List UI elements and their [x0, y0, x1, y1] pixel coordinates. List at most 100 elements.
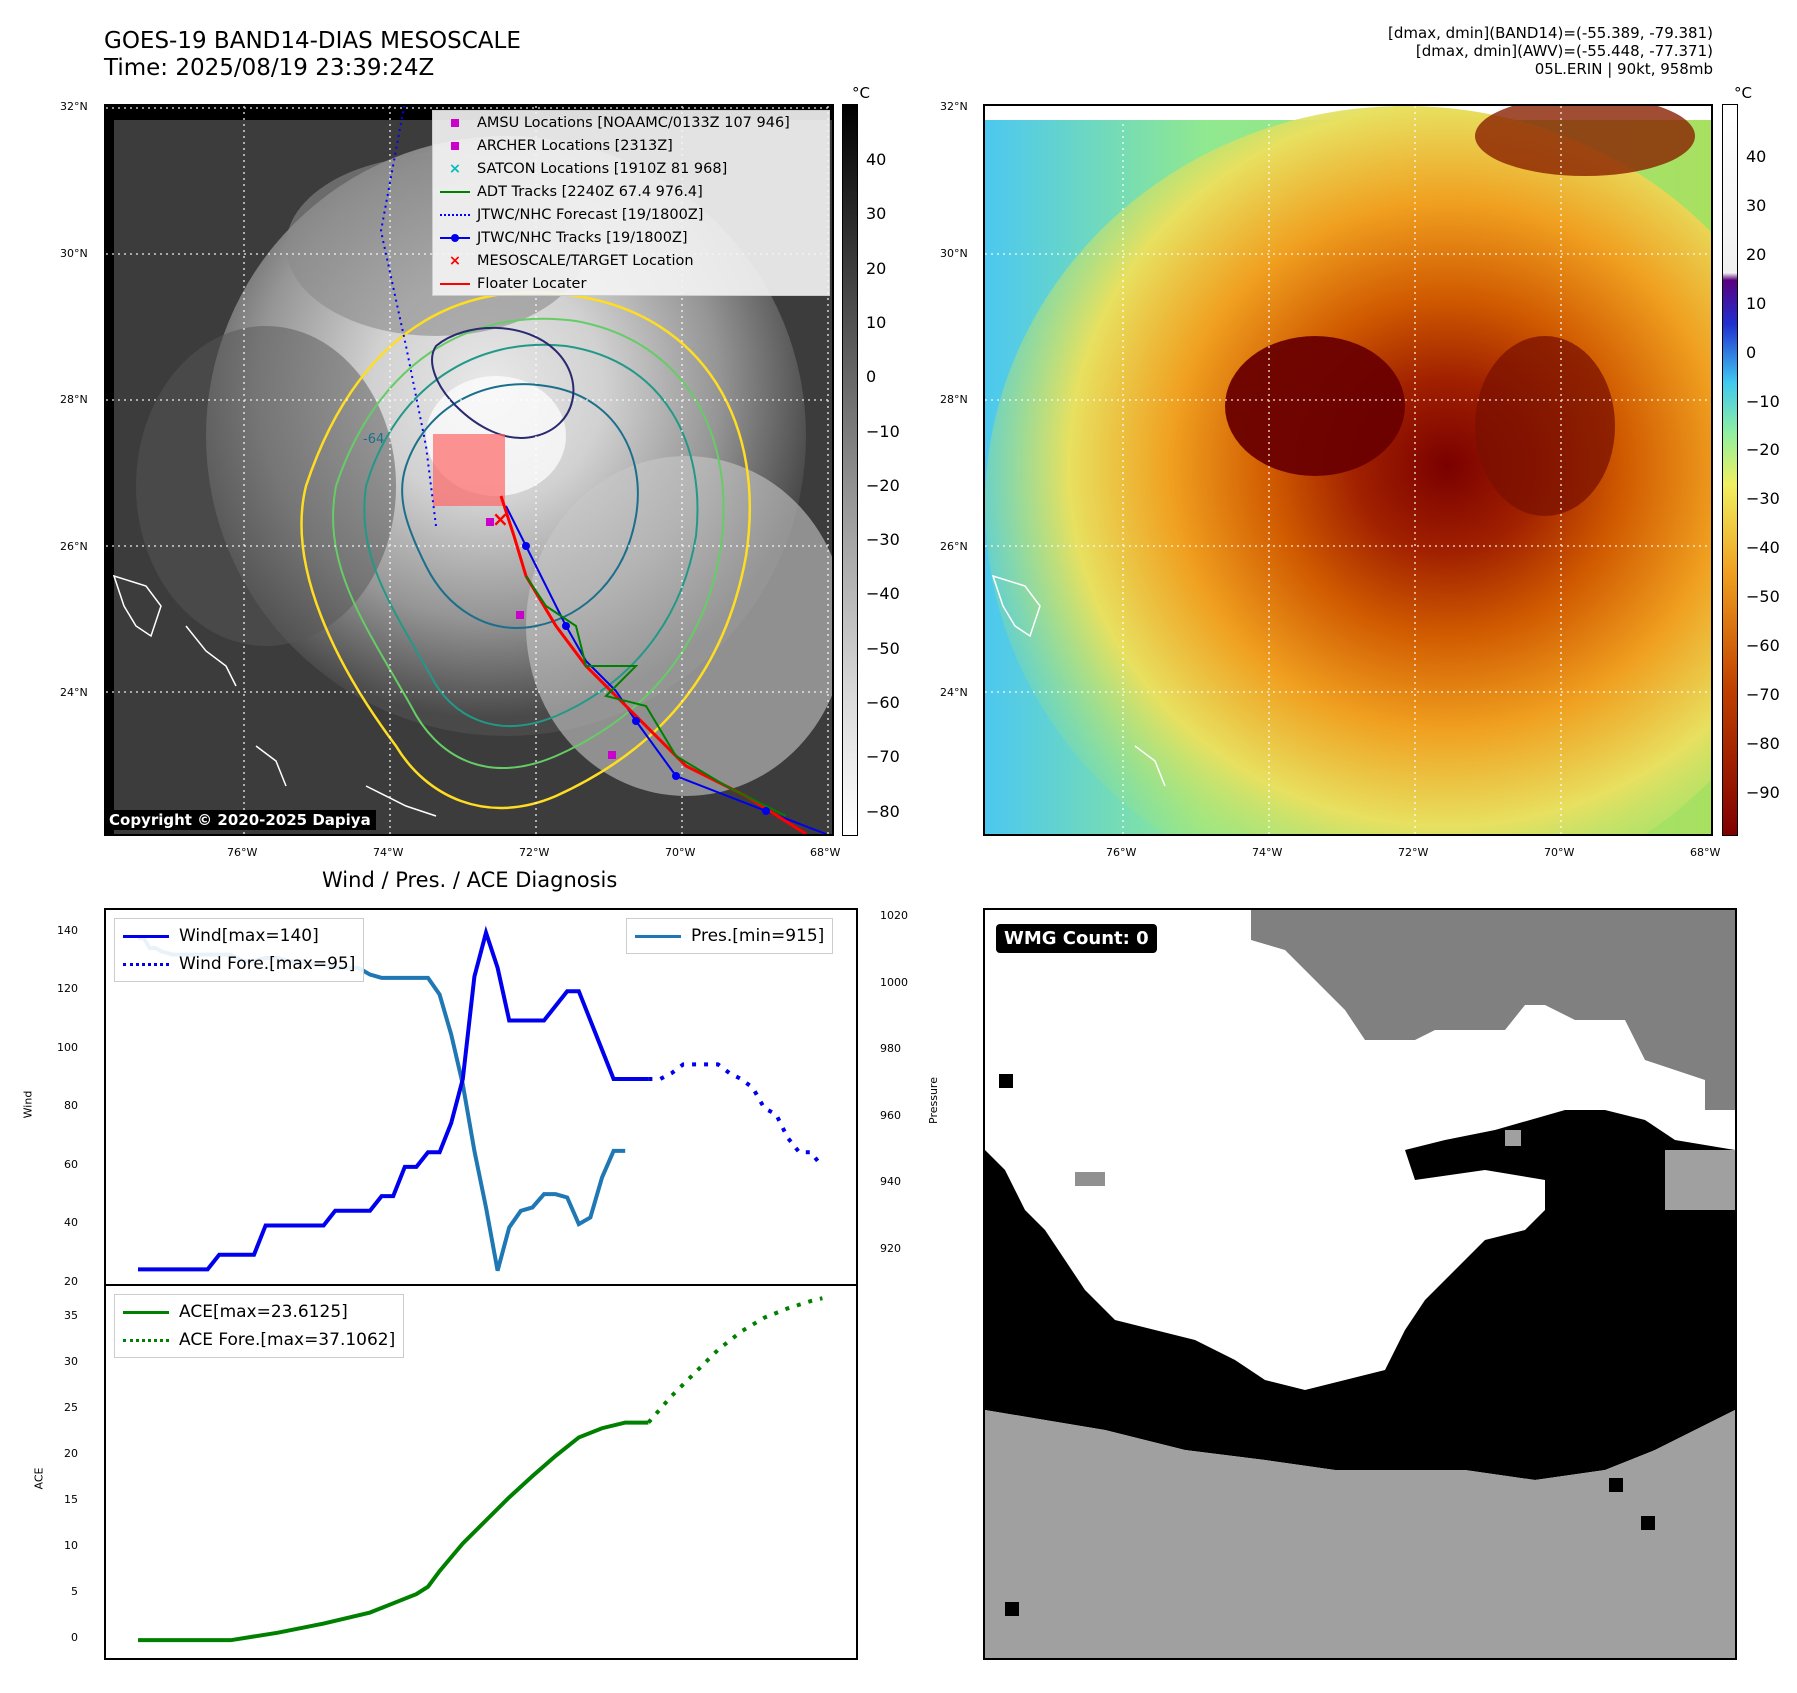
legend-wind: Wind[max=140] [179, 926, 319, 946]
tick-label: 1020 [880, 909, 908, 922]
lon-label: 70°W [1544, 846, 1575, 859]
colorbar-tick-label: 40 [866, 150, 887, 169]
tick-label: 30 [64, 1354, 78, 1368]
tick-label: 920 [880, 1241, 901, 1255]
enhanced-ir-map-panel [983, 104, 1713, 836]
colorbar-tick-label: −90 [1746, 782, 1780, 802]
colorbar-tick-label: 40 [1746, 147, 1767, 166]
tick-label: 140 [57, 923, 78, 937]
lat-label: 28°N [940, 393, 968, 406]
lat-label: 24°N [940, 686, 968, 699]
colorbar-tick-label: −80 [866, 801, 900, 821]
tick-label: 40 [64, 1216, 78, 1230]
ace-plot [138, 1296, 823, 1643]
colorbar-tick-label: 30 [1746, 195, 1767, 215]
colorbar-tick-label: 20 [1746, 244, 1767, 264]
storm-info-line2: [dmax, dmin](AWV)=(-55.448, -77.371) [1415, 42, 1713, 60]
contour-label: -64 [363, 432, 384, 447]
lon-label: 72°W [519, 846, 550, 859]
lat-label: 32°N [940, 100, 968, 113]
copyright-label: Copyright © 2020-2025 Dapiya [104, 810, 376, 830]
ace-chart [104, 1284, 858, 1660]
ir-map-panel: × -64 [104, 104, 834, 836]
colorbar-tick-label: −60 [866, 693, 900, 712]
colorbar-tick-label: −30 [866, 530, 900, 550]
colorbar-tick-label: 0 [1746, 342, 1757, 362]
pressure-legend: Pres.[min=915] [626, 918, 834, 954]
legend-target: MESOSCALE/TARGET Location [477, 252, 694, 269]
ace-forecast-series-line [646, 1296, 823, 1424]
wind-series-line [138, 925, 649, 1272]
tick-label: 940 [880, 1175, 901, 1189]
tick-label: 10 [64, 1539, 78, 1553]
colorbar-tick-label: −40 [1746, 538, 1780, 558]
colorbar-unit: °C [1734, 84, 1752, 102]
ace-series-line [138, 1420, 649, 1643]
lon-label: 72°W [1398, 846, 1429, 859]
lat-label: 28°N [60, 393, 88, 406]
storm-info: [dmax, dmin](BAND14)=(-55.389, -79.381) … [1388, 24, 1713, 78]
colorbar-tick-label: −80 [1746, 733, 1780, 753]
tick-label: 5 [71, 1585, 78, 1599]
legend-tracks: JTWC/NHC Tracks [19/1800Z] [477, 229, 688, 246]
legend-wind-forecast: Wind Fore.[max=95] [179, 954, 356, 974]
tick-label: 1000 [880, 975, 908, 989]
wmg-mask-image [985, 910, 1735, 1658]
lon-label: 74°W [373, 846, 404, 859]
lat-label: 30°N [60, 247, 88, 260]
colorbar-tick-label: 0 [866, 367, 877, 387]
legend-satcon: SATCON Locations [1910Z 81 968] [477, 160, 728, 177]
enhanced-ir-image [985, 106, 1711, 834]
storm-info-line3: 05L.ERIN | 90kt, 958mb [1534, 60, 1713, 78]
ace-legend: ACE[max=23.6125] ACE Fore.[max=37.1062] [114, 1294, 405, 1358]
storm-info-line1: [dmax, dmin](BAND14)=(-55.389, -79.381) [1388, 24, 1713, 42]
legend-forecast: JTWC/NHC Forecast [19/1800Z] [477, 206, 704, 223]
wmg-panel [983, 908, 1737, 1660]
lon-label: 76°W [227, 846, 258, 859]
ace-axis-label: ACE [32, 1467, 46, 1490]
colorbar-tick-label: −50 [866, 638, 900, 658]
cross-marker-icon: × [448, 160, 462, 177]
tick-label: 0 [71, 1631, 78, 1645]
grayscale-colorbar [842, 104, 858, 836]
lon-label: 68°W [810, 846, 841, 859]
lat-label: 32°N [60, 100, 88, 113]
figure-title: GOES-19 BAND14-DIAS MESOSCALE Time: 2025… [104, 28, 521, 82]
colorbar-tick-label: 10 [1746, 293, 1767, 313]
colorbar-tick-label: −10 [866, 421, 900, 441]
colorbar-tick-label: 10 [866, 312, 887, 332]
lon-label: 74°W [1252, 846, 1283, 859]
tick-label: 960 [880, 1108, 901, 1122]
colorbar-tick-label: −20 [866, 475, 900, 495]
legend-ace-forecast: ACE Fore.[max=37.1062] [179, 1330, 396, 1350]
colorbar-tick-label: −10 [1746, 391, 1780, 411]
lon-label: 76°W [1106, 846, 1137, 859]
diagnosis-title: Wind / Pres. / ACE Diagnosis [322, 868, 618, 892]
svg-text:×: × [492, 507, 509, 531]
wind-legend: Wind[max=140] Wind Fore.[max=95] [114, 918, 365, 982]
line-marker-icon [433, 282, 477, 285]
colorbar-unit: °C [852, 84, 870, 102]
figure-title-line1: GOES-19 BAND14-DIAS MESOSCALE [104, 28, 521, 54]
dotted-line-icon [433, 213, 477, 216]
wind-axis-label: Wind [21, 1090, 35, 1119]
tick-label: 60 [64, 1157, 78, 1171]
legend-archer: ARCHER Locations [2313Z] [477, 137, 673, 154]
colorbar-tick-label: 30 [866, 204, 887, 224]
square-marker-icon [433, 118, 477, 127]
tick-label: 20 [64, 1446, 78, 1460]
wind-forecast-series-line [648, 1062, 824, 1169]
colorbar-tick-label: −50 [1746, 587, 1780, 607]
ir-map-image: × -64 [106, 106, 832, 834]
legend-adt: ADT Tracks [2240Z 67.4 976.4] [477, 183, 703, 200]
lat-label: 26°N [60, 540, 88, 553]
tick-label: 15 [64, 1492, 78, 1506]
colorbar-tick-label: −20 [1746, 440, 1780, 460]
pressure-series-line [138, 935, 626, 1272]
legend-floater: Floater Locater [477, 275, 587, 292]
legend-amsu: AMSU Locations [NOAAMC/0133Z 107 946] [477, 114, 790, 131]
tick-label: 100 [57, 1040, 78, 1054]
legend-pressure: Pres.[min=915] [691, 926, 825, 946]
pressure-axis-label: Pressure [926, 1077, 940, 1124]
colorbar-tick-label: −70 [1746, 684, 1780, 704]
